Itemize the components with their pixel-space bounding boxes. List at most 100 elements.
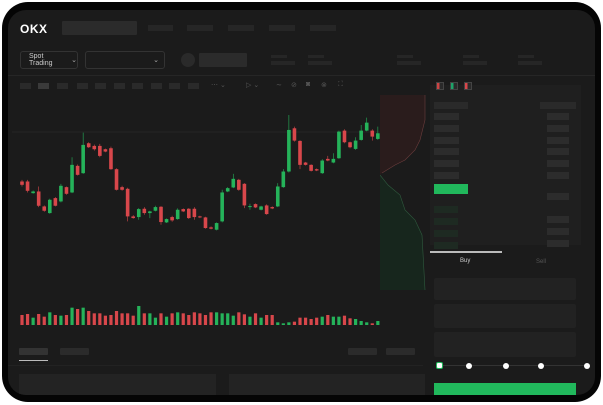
candle[interactable] xyxy=(264,205,269,215)
candle[interactable] xyxy=(36,191,41,206)
candle[interactable] xyxy=(148,211,152,214)
nav-item[interactable] xyxy=(310,25,336,31)
candlestick-chart[interactable] xyxy=(8,10,388,340)
timeframe-button[interactable] xyxy=(57,83,68,89)
candle[interactable] xyxy=(214,223,219,230)
timeframe-button[interactable] xyxy=(188,83,199,89)
candle[interactable] xyxy=(98,145,102,156)
candle[interactable] xyxy=(120,187,124,190)
candle[interactable] xyxy=(59,185,63,202)
candle[interactable] xyxy=(242,183,247,206)
candle[interactable] xyxy=(209,227,213,229)
order-book-asks-icon[interactable] xyxy=(464,82,472,90)
candle[interactable] xyxy=(259,206,263,210)
candle[interactable] xyxy=(292,128,297,141)
order-book-both-icon[interactable] xyxy=(436,82,444,90)
candle[interactable] xyxy=(142,208,147,214)
candle[interactable] xyxy=(370,130,375,137)
fullscreen-icon[interactable]: ⛶ xyxy=(338,81,343,88)
candle[interactable] xyxy=(281,171,286,188)
tab-order-history[interactable] xyxy=(60,348,89,355)
candle[interactable] xyxy=(170,217,174,221)
timeframe-button[interactable] xyxy=(132,83,143,89)
pair-select[interactable]: ⌄ xyxy=(85,51,165,69)
market-type-select[interactable]: Spot Trading ⌄ xyxy=(20,51,78,69)
leverage-slider-handle[interactable] xyxy=(436,362,443,369)
timeframe-button[interactable] xyxy=(151,83,162,89)
camera-icon[interactable]: ◙ xyxy=(306,81,311,88)
candle[interactable] xyxy=(326,158,330,161)
nav-item[interactable] xyxy=(228,25,254,31)
ruler-icon[interactable]: ⊘ xyxy=(291,82,297,89)
candle[interactable] xyxy=(376,133,380,139)
indicator-icon[interactable]: ⋯ ⌄ xyxy=(211,82,226,89)
candle[interactable] xyxy=(220,192,224,222)
slider-step-50[interactable] xyxy=(503,363,509,369)
candle[interactable] xyxy=(348,142,352,148)
candle[interactable] xyxy=(192,208,197,218)
nav-item[interactable] xyxy=(187,25,213,31)
candle[interactable] xyxy=(203,217,208,229)
timeframe-button[interactable] xyxy=(77,83,88,89)
candle[interactable] xyxy=(231,178,236,188)
candle[interactable] xyxy=(175,209,180,220)
timeframe-button[interactable] xyxy=(20,83,31,89)
amount-input[interactable] xyxy=(434,304,576,328)
sell-tab[interactable]: Sell xyxy=(536,259,547,265)
nav-item[interactable] xyxy=(269,25,295,31)
candle[interactable] xyxy=(342,130,347,143)
candle[interactable] xyxy=(320,160,325,174)
candle[interactable] xyxy=(42,206,47,211)
candle[interactable] xyxy=(86,143,91,148)
candle[interactable] xyxy=(337,131,341,159)
candle[interactable] xyxy=(25,181,30,191)
candle[interactable] xyxy=(64,187,69,194)
filter-button[interactable] xyxy=(348,348,377,355)
candle[interactable] xyxy=(353,140,358,149)
timeframe-button[interactable] xyxy=(95,83,106,89)
candle[interactable] xyxy=(198,216,202,218)
timeframe-button[interactable] xyxy=(169,83,180,89)
candle[interactable] xyxy=(125,188,130,217)
candle[interactable] xyxy=(81,144,85,174)
candle[interactable] xyxy=(248,206,252,208)
candle[interactable] xyxy=(287,129,291,172)
candle[interactable] xyxy=(20,181,24,185)
slider-step-25[interactable] xyxy=(466,363,472,369)
candle[interactable] xyxy=(136,209,141,218)
candle[interactable] xyxy=(92,145,97,150)
buy-tab[interactable]: Buy xyxy=(460,258,471,264)
candle[interactable] xyxy=(253,204,258,208)
tab-open-orders[interactable] xyxy=(19,348,48,355)
candle[interactable] xyxy=(303,162,308,165)
leverage-slider-track[interactable] xyxy=(438,365,588,366)
search-bar[interactable] xyxy=(62,21,137,35)
candle[interactable] xyxy=(153,207,158,211)
slider-step-100[interactable] xyxy=(584,363,590,369)
candle[interactable] xyxy=(237,179,241,190)
candle[interactable] xyxy=(109,148,113,170)
timeframe-button[interactable] xyxy=(114,83,125,89)
filter-button[interactable] xyxy=(386,348,415,355)
candle[interactable] xyxy=(103,149,108,152)
settings-icon[interactable]: ⊗ xyxy=(321,82,327,89)
candle[interactable] xyxy=(75,165,80,175)
line-icon[interactable]: ∼ xyxy=(276,82,282,89)
candle[interactable] xyxy=(48,199,52,214)
candle[interactable] xyxy=(298,140,302,165)
slider-step-75[interactable] xyxy=(538,363,544,369)
candle[interactable] xyxy=(309,164,313,171)
candle[interactable] xyxy=(70,164,74,193)
candle[interactable] xyxy=(53,198,58,206)
candle[interactable] xyxy=(225,188,230,192)
candle[interactable] xyxy=(31,191,35,194)
candle[interactable] xyxy=(187,208,191,219)
timeframe-button-active[interactable] xyxy=(38,83,49,89)
draw-icon[interactable]: ▷ ⌄ xyxy=(246,82,260,89)
okx-logo[interactable]: OKX xyxy=(20,22,48,36)
candle[interactable] xyxy=(164,219,169,223)
candle[interactable] xyxy=(181,209,186,212)
candle[interactable] xyxy=(270,207,274,209)
candle[interactable] xyxy=(114,169,119,190)
order-book-bids-icon[interactable] xyxy=(450,82,458,90)
